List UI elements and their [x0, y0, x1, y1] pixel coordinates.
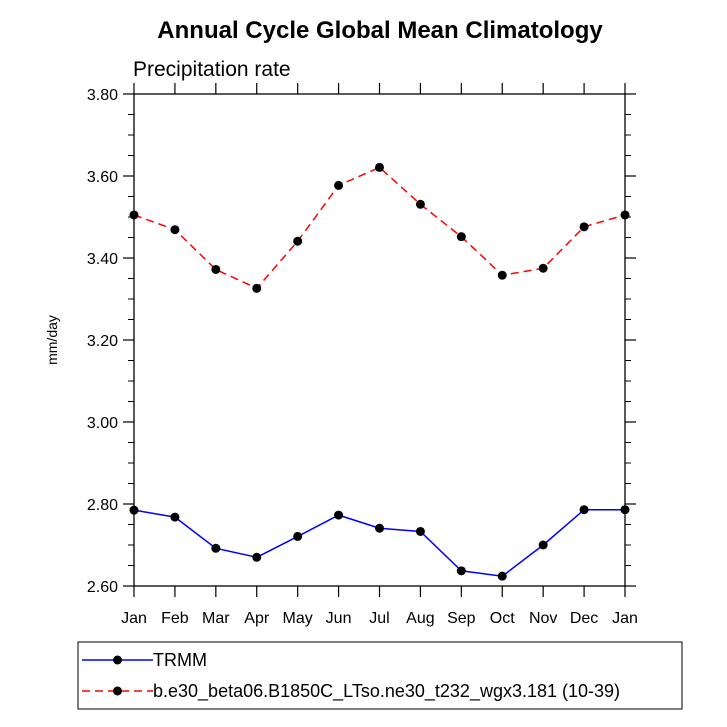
series-1-point	[579, 505, 589, 515]
series-2-point	[538, 263, 548, 273]
series-1-point	[415, 526, 425, 536]
y-tick-label: 3.40	[87, 251, 118, 268]
tick-labels: 2.60 2.80 3.00 3.20 3.40 3.60 3.80 Jan Feb Mar Apr…	[87, 87, 638, 627]
x-tick-label: Feb	[161, 610, 189, 627]
x-tick-label: Jan	[121, 610, 147, 627]
y-tick-label: 3.60	[87, 169, 118, 186]
x-tick-label: Jun	[326, 610, 352, 627]
series-1-point	[538, 540, 548, 550]
x-tick-label: Nov	[529, 610, 557, 627]
x-tick-label: May	[283, 610, 313, 627]
series-2-point	[211, 264, 221, 274]
series-2-point	[579, 222, 589, 232]
chart-subtitle: Precipitation rate	[133, 58, 291, 81]
series-1-point	[375, 523, 384, 533]
legend-marker-series-1	[113, 655, 122, 665]
series-2-point	[170, 225, 180, 235]
legend-box	[77, 641, 683, 710]
series-2-point	[456, 232, 466, 242]
series-1-point	[456, 566, 466, 576]
series-layer	[129, 162, 630, 581]
series-2-point	[415, 199, 425, 209]
x-tick-label: Jan	[612, 610, 638, 627]
series-2-point	[375, 162, 384, 172]
y-tick-label: 3.00	[87, 415, 118, 432]
x-tick-label: Aug	[406, 610, 434, 627]
plot-area	[123, 83, 636, 597]
y-tick-label: 3.20	[87, 333, 118, 350]
plot-frame	[133, 93, 626, 587]
x-tick-label: Jul	[369, 610, 389, 627]
series-1-point	[211, 543, 221, 553]
series-line-1	[133, 508, 625, 577]
series-1-point	[170, 512, 180, 522]
series-2-point	[334, 180, 344, 190]
y-axis-label: mm/day	[44, 315, 60, 365]
series-1-point	[252, 552, 262, 562]
legend-label-series-1: TRMM	[153, 650, 207, 670]
series-1-point	[497, 571, 507, 581]
chart-title: Annual Cycle Global Mean Climatology	[157, 17, 603, 44]
series-2-point	[293, 236, 303, 246]
x-tick-label: Sep	[447, 610, 476, 627]
series-1-point	[293, 531, 303, 541]
legend: TRMM b.e30_beta06.B1850C_LTso.ne30_t232_…	[77, 641, 683, 710]
x-tick-label: Dec	[570, 610, 598, 627]
series-2-point	[497, 270, 507, 280]
series-1-point	[334, 510, 344, 520]
legend-label-series-2: b.e30_beta06.B1850C_LTso.ne30_t232_wgx3.…	[153, 681, 620, 702]
y-tick-label: 2.60	[87, 579, 118, 596]
y-tick-label: 2.80	[87, 497, 118, 514]
x-tick-label: Apr	[244, 610, 270, 627]
series-line-2	[133, 166, 626, 290]
x-tick-label: Oct	[490, 610, 515, 627]
y-tick-label: 3.80	[87, 87, 118, 104]
series-2-point	[252, 283, 262, 293]
x-tick-label: Mar	[202, 610, 230, 627]
legend-marker-series-2	[113, 686, 122, 696]
